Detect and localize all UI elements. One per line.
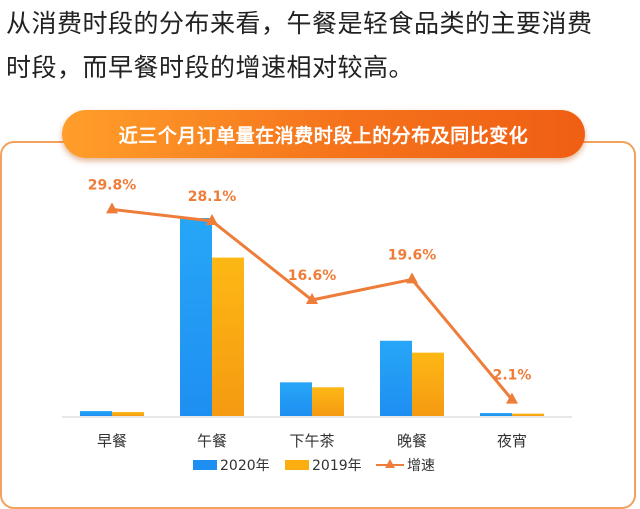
growth-point <box>306 293 318 305</box>
bar-2020-0 <box>80 411 112 416</box>
bar-2020-1 <box>180 218 212 416</box>
growth-point <box>406 272 418 284</box>
x-tick-label: 下午茶 <box>289 432 334 450</box>
x-tick-label: 晚餐 <box>397 432 427 450</box>
intro-text: 从消费时段的分布来看，午餐是轻食品类的主要消费 时段，而早餐时段的增速相对较高。 <box>6 2 636 90</box>
bar-2020-3 <box>380 340 412 416</box>
bar-2020-2 <box>280 382 312 416</box>
growth-point <box>106 202 118 214</box>
intro-line-1: 从消费时段的分布来看，午餐是轻食品类的主要消费 <box>6 9 593 38</box>
legend-label-2020: 2020年 <box>220 458 270 474</box>
legend-swatch-2020 <box>193 460 217 470</box>
legend-label-2019: 2019年 <box>312 458 362 474</box>
bar-2019-4 <box>512 413 544 416</box>
x-tick-label: 早餐 <box>97 432 127 450</box>
bar-2019-0 <box>112 412 144 416</box>
growth-data-label: 28.1% <box>188 189 237 205</box>
bar-2020-4 <box>480 413 512 416</box>
legend-label-growth: 增速 <box>407 458 435 474</box>
bar-2019-2 <box>312 387 344 416</box>
bar-2019-1 <box>212 257 244 416</box>
growth-data-label: 19.6% <box>388 247 437 263</box>
growth-data-label: 29.8% <box>88 177 137 193</box>
x-tick-label: 午餐 <box>197 432 227 450</box>
growth-point <box>206 214 218 226</box>
growth-point <box>506 392 518 404</box>
growth-data-label: 16.6% <box>288 268 337 284</box>
chart-title: 近三个月订单量在消费时段上的分布及同比变化 <box>62 110 585 158</box>
intro-line-2: 时段，而早餐时段的增速相对较高。 <box>6 53 415 82</box>
x-tick-label: 夜宵 <box>497 432 527 450</box>
bar-2019-3 <box>412 352 444 416</box>
legend-swatch-2019 <box>285 460 309 470</box>
growth-data-label: 2.1% <box>493 368 532 384</box>
legend-marker-growth <box>385 459 395 468</box>
growth-line <box>111 207 514 401</box>
